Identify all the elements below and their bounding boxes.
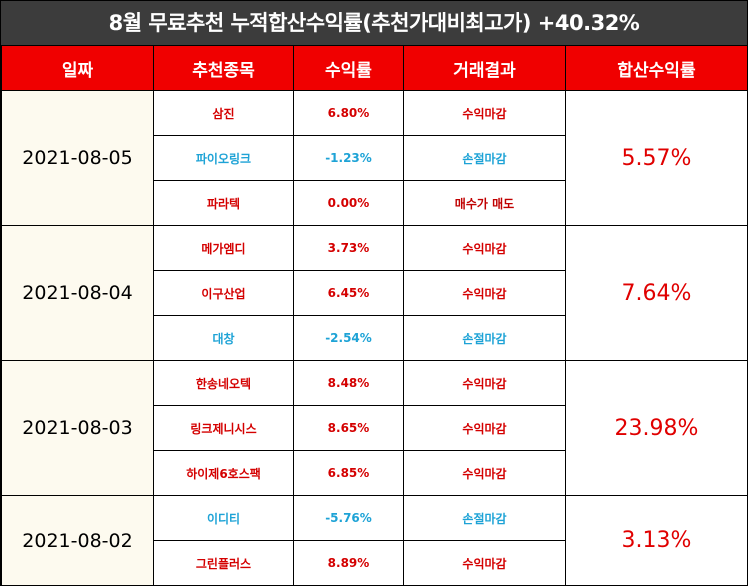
table-header-row: 일짜 추천종목 수익률 거래결과 합산수익률 xyxy=(1,45,748,91)
return-value: 6.80% xyxy=(293,90,404,136)
trade-result: 수익마감 xyxy=(403,540,566,586)
page-title: 8월 무료추천 누적합산수익률(추천가대비최고가) +40.32% xyxy=(1,1,747,45)
table-row: 2021-08-02 이디티 -5.76% 손절마감 3.13% xyxy=(1,495,748,586)
stock-name: 이구산업 xyxy=(153,270,294,316)
header-stock: 추천종목 xyxy=(153,45,294,91)
stock-name: 파라텍 xyxy=(153,180,294,226)
table-row: 파이오링크 -1.23% 손절마감 xyxy=(2,135,748,181)
trade-result: 수익마감 xyxy=(403,450,566,496)
header-sum: 합산수익률 xyxy=(565,45,748,91)
sum-return: 3.13% xyxy=(565,495,748,586)
table-row: 2021-08-04 메가엠디 3.73% 수익마감 7.64% xyxy=(1,225,748,361)
return-value: 8.65% xyxy=(293,405,404,451)
trade-result: 수익마감 xyxy=(403,405,566,451)
return-value: -1.23% xyxy=(293,135,404,181)
stock-name: 이디티 xyxy=(153,495,294,541)
trade-result: 매수가 매도 xyxy=(403,180,566,226)
sum-return: 5.57% xyxy=(565,90,748,226)
date-cell: 2021-08-04 xyxy=(1,225,154,361)
table-row: 대창 -2.54% 손절마감 xyxy=(2,315,748,361)
stock-name: 메가엠디 xyxy=(153,225,294,271)
return-value: 3.73% xyxy=(293,225,404,271)
date-cell: 2021-08-03 xyxy=(1,360,154,496)
table-row: 이구산업 6.45% 수익마감 xyxy=(2,270,748,316)
stock-name: 링크제니시스 xyxy=(153,405,294,451)
return-value: -2.54% xyxy=(293,315,404,361)
return-value: 8.48% xyxy=(293,360,404,406)
stock-name: 대창 xyxy=(153,315,294,361)
trade-result: 수익마감 xyxy=(403,90,566,136)
return-value: 8.89% xyxy=(293,540,404,586)
sum-return: 7.64% xyxy=(565,225,748,361)
return-value: 0.00% xyxy=(293,180,404,226)
table-row: 그린플러스 8.89% 수익마감 xyxy=(2,540,748,586)
stock-name: 한송네오텍 xyxy=(153,360,294,406)
trade-result: 손절마감 xyxy=(403,135,566,181)
table-row: 링크제니시스 8.65% 수익마감 xyxy=(2,405,748,451)
return-value: 6.85% xyxy=(293,450,404,496)
results-table: 일짜 추천종목 수익률 거래결과 합산수익률 2021-08-05 삼진 6.8… xyxy=(1,45,748,586)
stock-name: 그린플러스 xyxy=(153,540,294,586)
trade-result: 수익마감 xyxy=(403,360,566,406)
table-row: 2021-08-03 한송네오텍 8.48% 수익마감 23.98% xyxy=(1,360,748,496)
table-row: 하이제6호스팩 6.85% 수익마감 xyxy=(2,450,748,496)
header-date: 일짜 xyxy=(1,45,154,91)
table-row: 파라텍 0.00% 매수가 매도 xyxy=(2,180,748,226)
header-result: 거래결과 xyxy=(403,45,566,91)
trade-result: 수익마감 xyxy=(403,270,566,316)
date-cell: 2021-08-02 xyxy=(1,495,154,586)
table-row: 2021-08-05 삼진 6.80% 수익마감 5.57% xyxy=(1,90,748,226)
trade-result: 수익마감 xyxy=(403,225,566,271)
trade-result: 손절마감 xyxy=(403,315,566,361)
return-value: 6.45% xyxy=(293,270,404,316)
sum-return: 23.98% xyxy=(565,360,748,496)
return-value: -5.76% xyxy=(293,495,404,541)
date-cell: 2021-08-05 xyxy=(1,90,154,226)
header-return: 수익률 xyxy=(293,45,404,91)
stock-name: 하이제6호스팩 xyxy=(153,450,294,496)
stock-name: 파이오링크 xyxy=(153,135,294,181)
stock-name: 삼진 xyxy=(153,90,294,136)
trade-result: 손절마감 xyxy=(403,495,566,541)
